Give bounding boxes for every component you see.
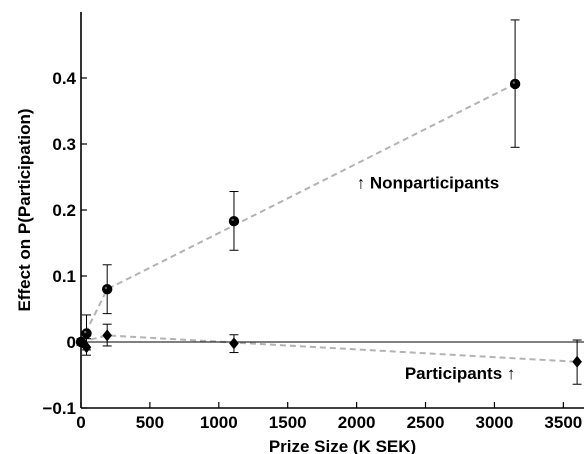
data-point-circle-highlight <box>512 81 515 84</box>
x-tick-label: 500 <box>136 413 164 432</box>
x-axis-label: Prize Size (K SEK) <box>269 437 416 454</box>
fit-line-series-0 <box>80 83 516 343</box>
y-tick-label: −0.1 <box>42 399 76 418</box>
data-points <box>75 78 582 368</box>
y-tick-label: 0.3 <box>52 135 76 154</box>
x-tick-label: 2000 <box>338 413 376 432</box>
y-tick-label: 0.1 <box>52 267 76 286</box>
data-point-circle-highlight <box>231 218 234 222</box>
x-tick-label: 0 <box>76 413 85 432</box>
data-point-circle-highlight <box>84 330 87 334</box>
y-tick-label: 0 <box>67 333 76 352</box>
annotation-nonparticipants: ↑ Nonparticipants <box>357 173 500 192</box>
data-point-diamond <box>81 341 92 354</box>
data-point-diamond <box>572 355 582 368</box>
x-tick-label: 3000 <box>476 413 514 432</box>
fit-lines <box>80 83 578 363</box>
ticks: −0.100.10.20.30.40 500 1000 1500 2000 2500 300… <box>42 69 582 432</box>
data-point-diamond <box>229 337 239 350</box>
fit-line-series-1 <box>80 334 578 363</box>
data-point-circle <box>101 284 113 295</box>
y-tick-label: 0.4 <box>52 69 76 88</box>
x-tick-label: 3500 <box>544 413 582 432</box>
y-axis-label: Effect on P(Participation) <box>15 108 34 311</box>
data-point-circle-highlight <box>104 286 108 290</box>
data-point-circle <box>509 78 521 90</box>
annotation-participants: Participants ↑ <box>405 364 516 383</box>
y-tick-label: 0.2 <box>52 201 76 220</box>
data-point-diamond <box>102 329 112 342</box>
x-tick-label: 2500 <box>407 413 445 432</box>
data-point-circle <box>81 328 92 339</box>
data-point-circle <box>228 216 240 227</box>
data-point-diamond <box>76 336 86 348</box>
x-tick-label: 1500 <box>269 413 307 432</box>
x-tick-label: 1000 <box>200 413 238 432</box>
error-bars <box>76 19 582 385</box>
